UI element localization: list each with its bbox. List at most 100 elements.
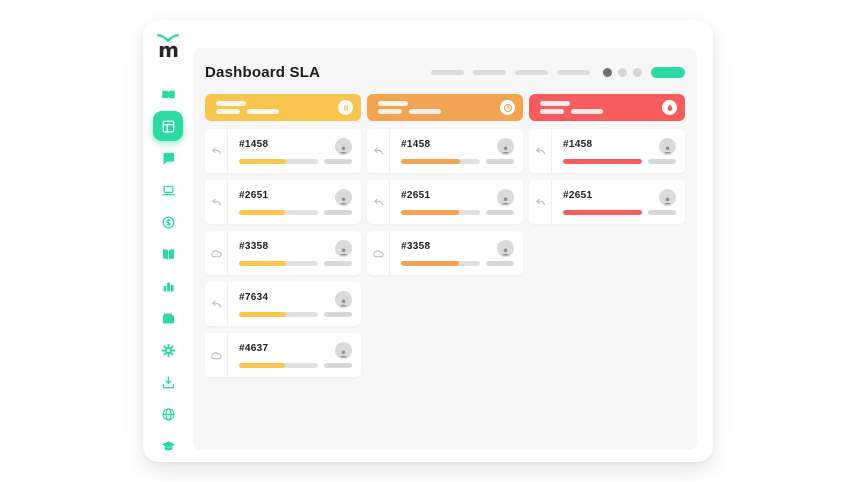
- sidebar-item-coin[interactable]: [152, 206, 184, 238]
- sidebar-item-ticket[interactable]: [152, 78, 184, 110]
- card-action-button[interactable]: [205, 129, 228, 173]
- bar-chart-icon: [161, 279, 176, 294]
- progress-track: [239, 312, 318, 317]
- progress-fill: [401, 210, 460, 215]
- sidebar-item-gear[interactable]: [152, 334, 184, 366]
- reply-icon: [210, 196, 223, 209]
- card-body: #4637: [228, 333, 361, 377]
- column-header: [205, 94, 361, 121]
- assignee-skeleton-bar: [486, 261, 514, 266]
- page-title: Dashboard SLA: [205, 63, 321, 81]
- card-action-button[interactable]: [529, 180, 552, 224]
- download-icon: [161, 375, 176, 390]
- ticket-id: #3358: [239, 241, 269, 252]
- app-logo[interactable]: m: [156, 33, 180, 70]
- sidebar-item-book[interactable]: [152, 238, 184, 270]
- column-title-skeleton: [378, 101, 441, 114]
- card-body: #1458: [390, 129, 523, 173]
- progress-fill: [239, 159, 286, 164]
- column-title-skeleton: [216, 101, 279, 114]
- nav-skeleton-dash: [515, 69, 548, 75]
- sidebar-nav: [152, 78, 184, 462]
- card-action-button[interactable]: [367, 129, 390, 173]
- ticket-id: #1458: [563, 139, 593, 150]
- topnav-dots: [603, 67, 642, 77]
- nav-skeleton-dash: [431, 69, 464, 75]
- card-body: #2651: [552, 180, 685, 224]
- avatar: [335, 240, 352, 257]
- nav-dot[interactable]: [618, 67, 627, 77]
- laptop-icon: [161, 183, 176, 198]
- board-column: #1458 #2651: [529, 94, 685, 377]
- ticket-card[interactable]: #7634: [205, 282, 361, 326]
- ticket-card[interactable]: #2651: [205, 180, 361, 224]
- ticket-card[interactable]: #1458: [205, 129, 361, 173]
- assignee-skeleton-bar: [324, 363, 352, 368]
- card-action-button[interactable]: [205, 231, 228, 275]
- skeleton-bar: [378, 109, 402, 114]
- sidebar-item-laptop[interactable]: [152, 174, 184, 206]
- column-status-button[interactable]: [500, 100, 515, 115]
- reply-icon: [372, 145, 385, 158]
- avatar: [335, 291, 352, 308]
- assignee-skeleton-bar: [324, 159, 352, 164]
- sidebar-item-chat[interactable]: [152, 142, 184, 174]
- primary-pill-button[interactable]: [651, 66, 685, 78]
- ticket-card[interactable]: #1458: [529, 129, 685, 173]
- nav-dot[interactable]: [603, 67, 612, 77]
- skeleton-bar-row: [540, 109, 603, 114]
- skeleton-bar: [216, 109, 240, 114]
- skeleton-bar: [247, 109, 279, 114]
- ticket-card[interactable]: #1458: [367, 129, 523, 173]
- ticket-icon: [161, 87, 176, 102]
- sidebar-item-dashboard[interactable]: [153, 111, 183, 141]
- card-action-button[interactable]: [205, 282, 228, 326]
- reply-icon: [372, 196, 385, 209]
- progress-fill: [239, 312, 286, 317]
- ticket-card[interactable]: #2651: [367, 180, 523, 224]
- ticket-card[interactable]: #4637: [205, 333, 361, 377]
- sidebar: m: [143, 20, 193, 462]
- progress-fill: [563, 210, 642, 215]
- reply-icon: [534, 145, 547, 158]
- avatar: [659, 138, 676, 155]
- sidebar-item-globe[interactable]: [152, 398, 184, 430]
- card-action-button[interactable]: [205, 180, 228, 224]
- avatar: [659, 189, 676, 206]
- progress-track: [401, 210, 480, 215]
- main-header: Dashboard SLA: [205, 60, 685, 84]
- ticket-card[interactable]: #2651: [529, 180, 685, 224]
- card-list: #1458 #2651 #3358: [205, 129, 361, 377]
- ticket-id: #2651: [401, 190, 431, 201]
- ticket-card[interactable]: #3358: [205, 231, 361, 275]
- column-status-button[interactable]: [338, 100, 353, 115]
- ticket-id: #1458: [239, 139, 269, 150]
- avatar: [497, 189, 514, 206]
- card-action-button[interactable]: [367, 231, 390, 275]
- sidebar-item-wallet[interactable]: [152, 302, 184, 334]
- sidebar-item-download[interactable]: [152, 366, 184, 398]
- progress-track: [239, 261, 318, 266]
- progress-track: [239, 210, 318, 215]
- topnav: [431, 66, 685, 78]
- progress-track: [239, 159, 318, 164]
- column-status-button[interactable]: [662, 100, 677, 115]
- card-action-button[interactable]: [205, 333, 228, 377]
- card-body: #2651: [390, 180, 523, 224]
- nav-skeleton-dash: [473, 69, 506, 75]
- ticket-id: #4637: [239, 343, 269, 354]
- cloud-icon: [210, 349, 223, 362]
- card-list: #1458 #2651: [529, 129, 685, 224]
- ticket-card[interactable]: #3358: [367, 231, 523, 275]
- card-list: #1458 #2651 #3358: [367, 129, 523, 275]
- nav-dot[interactable]: [633, 67, 642, 77]
- card-action-button[interactable]: [529, 129, 552, 173]
- column-header: [367, 94, 523, 121]
- skeleton-bar: [571, 109, 603, 114]
- card-action-button[interactable]: [367, 180, 390, 224]
- sidebar-item-graduation-cap[interactable]: [152, 430, 184, 462]
- progress-fill: [239, 363, 285, 368]
- sidebar-item-bar-chart[interactable]: [152, 270, 184, 302]
- avatar: [335, 138, 352, 155]
- topnav-skeleton: [431, 69, 590, 75]
